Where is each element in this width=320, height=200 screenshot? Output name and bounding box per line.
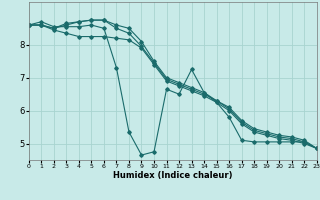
X-axis label: Humidex (Indice chaleur): Humidex (Indice chaleur): [113, 171, 233, 180]
